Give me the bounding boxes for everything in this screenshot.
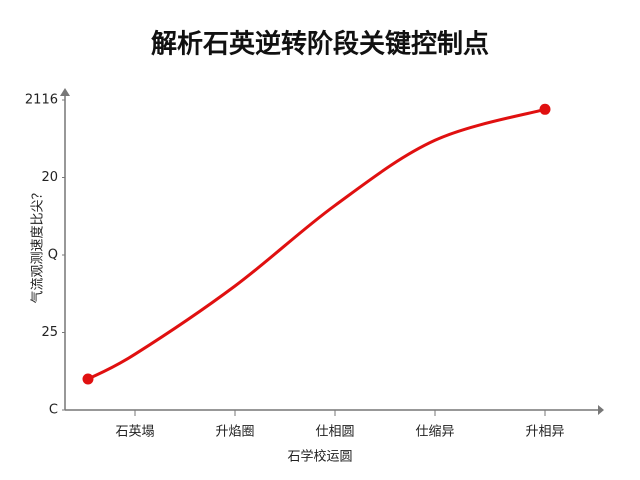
x-tick-label: 升相异 (525, 425, 564, 440)
x-axis-label: 石学校运圆 (287, 449, 352, 465)
y-axis-label: 气流观测速度比尖？ (30, 186, 46, 303)
x-tick-label: 石英塌 (115, 425, 154, 440)
axes (64, 92, 598, 411)
y-tick-label: 20 (41, 170, 58, 185)
y-tick-label: Q (48, 248, 58, 263)
end-point (82, 373, 94, 385)
y-tick-label: 2116 (25, 93, 58, 108)
y-tick-label: 25 (41, 325, 58, 340)
x-tick-label: 仕相圆 (315, 425, 354, 440)
x-tick-label: 仕缩异 (415, 424, 454, 440)
axis-arrows (60, 88, 604, 415)
end-point (539, 103, 551, 115)
chart-title: 解析石英逆转阶段关键控制点 (151, 29, 489, 60)
x-tick-label: 升焰圈 (215, 425, 254, 440)
line (87, 107, 546, 381)
y-tick-label: C (49, 403, 58, 418)
